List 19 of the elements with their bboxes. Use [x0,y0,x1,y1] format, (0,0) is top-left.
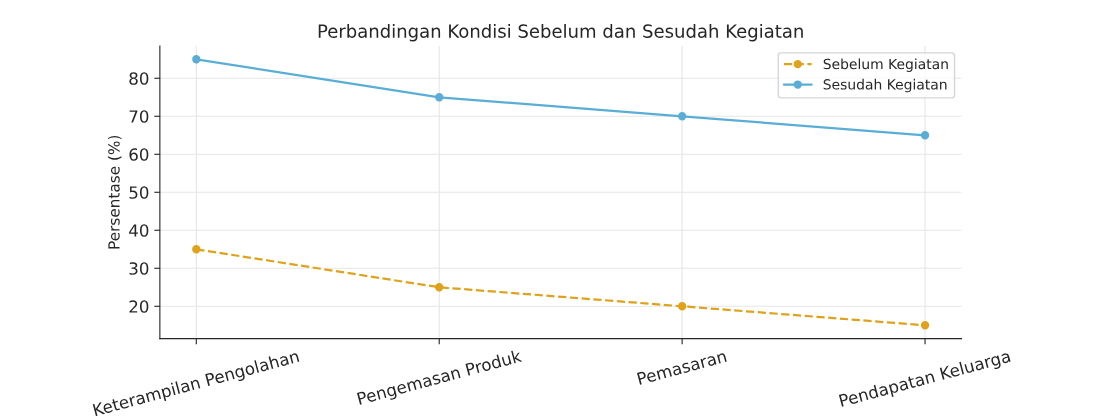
y-tick-label: 70 [129,110,149,123]
y-axis-title: Persentase (%) [107,135,122,249]
y-tick-label: 40 [129,224,149,237]
y-tick-label: 20 [129,300,149,313]
y-tick-label: 80 [129,72,149,85]
point [920,321,930,330]
point [192,55,201,64]
y-tick-label: 50 [129,186,149,199]
point [677,302,687,311]
point [677,112,687,121]
point [435,93,444,102]
chart-title: Perbandingan Kondisi Sebelum dan Sesudah Kegiatan [318,23,803,42]
y-tick-label: 60 [129,148,149,161]
y-tick-label: 30 [129,262,149,275]
point [920,131,930,140]
point [435,283,444,292]
legend-label: Sesudah Kegiatan [823,78,947,93]
point [192,245,201,254]
legend-label: Sebelum Kegiatan [823,58,948,72]
